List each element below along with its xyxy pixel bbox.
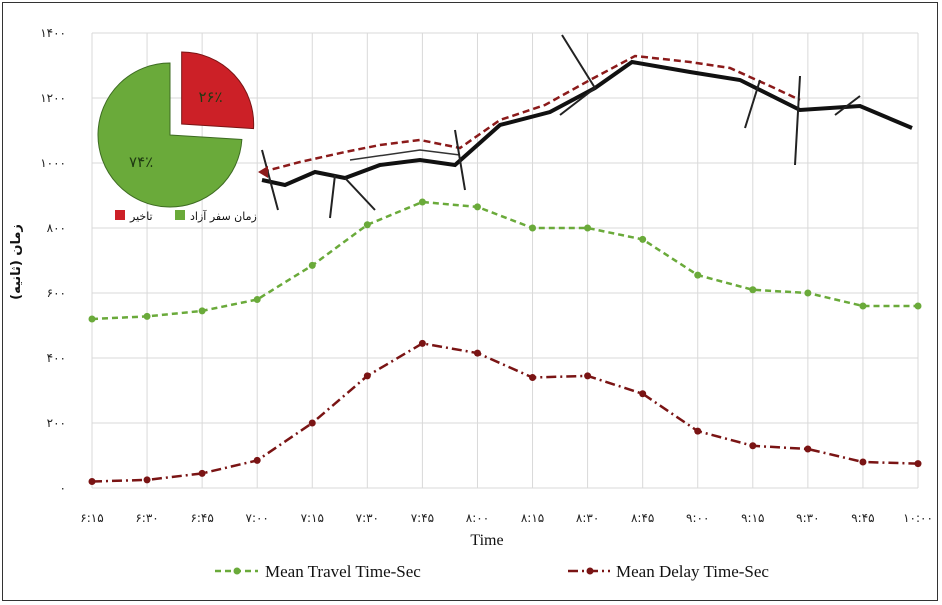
data-point-travel bbox=[473, 203, 481, 211]
legend-swatch-free-time bbox=[175, 210, 185, 220]
route-delay-path bbox=[261, 54, 801, 174]
data-point-delay bbox=[914, 460, 922, 468]
y-axis-title: زمان (ثانیه) bbox=[9, 224, 24, 300]
x-tick-label: ۷:۰۰ bbox=[246, 511, 269, 525]
data-point-travel bbox=[253, 296, 261, 303]
inset-pie-legend: تاخیر زمان سفر آزاد bbox=[115, 209, 257, 223]
data-point-delay bbox=[253, 456, 261, 464]
data-point-travel bbox=[749, 286, 757, 294]
route-map-overlay bbox=[258, 34, 913, 219]
route-branch-4 bbox=[559, 34, 597, 116]
route-side-road bbox=[349, 149, 461, 161]
pie-slice-delay bbox=[181, 51, 255, 130]
data-point-delay bbox=[639, 390, 647, 398]
x-tick-label: ۷:۱۵ bbox=[301, 511, 324, 525]
inset-pie-chart: ۲۶٪ ۷۴٪ bbox=[97, 51, 255, 208]
data-point-travel bbox=[363, 221, 371, 229]
y-tick-label: ۱۲۰۰ bbox=[40, 91, 66, 105]
legend-label-travel: Mean Travel Time-Sec bbox=[265, 562, 421, 581]
pie-slice-free-time bbox=[97, 62, 243, 208]
x-tick-label: ۷:۳۰ bbox=[356, 511, 379, 525]
x-tick-label: ۹:۳۰ bbox=[796, 511, 819, 525]
data-point-travel bbox=[529, 224, 537, 232]
data-point-delay bbox=[859, 458, 867, 466]
x-tick-label: ۹:۱۵ bbox=[741, 511, 764, 525]
data-point-travel bbox=[308, 261, 316, 269]
legend-label-delay-series: Mean Delay Time-Sec bbox=[616, 562, 769, 581]
route-branch-3 bbox=[454, 129, 466, 191]
route-arrow-head bbox=[258, 166, 268, 178]
x-tick-label: ۹:۴۵ bbox=[851, 511, 874, 525]
data-point-delay bbox=[143, 476, 151, 484]
x-tick-label: ۱۰:۰۰ bbox=[903, 511, 933, 525]
pie-slice-label: ۷۴٪ bbox=[129, 153, 153, 171]
legend-label-delay: تاخیر bbox=[129, 210, 153, 223]
x-tick-label: ۸:۰۰ bbox=[466, 511, 489, 525]
x-tick-labels: ۶:۱۵ ۶:۳۰ ۶:۴۵ ۷:۰۰ ۷:۱۵ ۷:۳۰ ۷:۴۵ ۸:۰۰ ۸:۱۵ ۸:۳۰… bbox=[80, 511, 933, 525]
legend-marker-travel bbox=[233, 567, 241, 575]
route-branch-1 bbox=[261, 149, 279, 211]
data-point-delay bbox=[529, 374, 537, 381]
data-point-delay bbox=[749, 442, 757, 450]
route-road-path bbox=[261, 59, 913, 188]
legend-marker-delay bbox=[586, 567, 594, 575]
y-tick-label: ۸۰۰ bbox=[47, 221, 66, 235]
x-axis-title: Time bbox=[470, 532, 503, 549]
x-tick-label: ۹:۰۰ bbox=[686, 511, 709, 525]
data-point-travel bbox=[639, 235, 647, 243]
y-tick-label: ۴۰۰ bbox=[47, 351, 66, 365]
series-line-travel bbox=[91, 200, 918, 321]
data-point-delay bbox=[308, 419, 316, 427]
data-point-delay bbox=[198, 469, 206, 477]
data-point-delay bbox=[694, 427, 702, 435]
data-point-delay bbox=[418, 339, 426, 347]
data-point-travel bbox=[418, 198, 426, 206]
data-point-travel bbox=[694, 271, 702, 279]
data-point-travel bbox=[914, 302, 922, 310]
series-line-delay bbox=[91, 342, 919, 483]
y-tick-label: ۱۴۰۰ bbox=[40, 26, 66, 40]
x-tick-label: ۸:۴۵ bbox=[631, 511, 654, 525]
data-point-travel bbox=[804, 289, 812, 297]
route-branch-5 bbox=[744, 75, 861, 166]
y-tick-label: ۲۰۰ bbox=[47, 416, 66, 430]
data-point-travel bbox=[88, 315, 96, 323]
series-layer bbox=[88, 198, 922, 485]
data-point-travel bbox=[198, 307, 206, 315]
x-tick-label: ۶:۳۰ bbox=[135, 511, 158, 525]
legend-swatch-delay bbox=[115, 210, 125, 220]
y-tick-label: ۰ bbox=[60, 481, 66, 495]
legend-label-free-time: زمان سفر آزاد bbox=[190, 209, 257, 223]
y-tick-label: ۶۰۰ bbox=[47, 286, 66, 300]
data-point-delay bbox=[804, 445, 812, 453]
y-tick-labels: ۰ ۲۰۰ ۴۰۰ ۶۰۰ ۸۰۰ ۱۰۰۰ ۱۲۰۰ ۱۴۰۰ bbox=[40, 26, 66, 495]
pie-slice-label: ۲۶٪ bbox=[198, 88, 222, 106]
data-point-travel bbox=[143, 312, 151, 320]
x-tick-label: ۸:۱۵ bbox=[521, 511, 544, 525]
route-branch-2 bbox=[329, 174, 376, 219]
data-point-delay bbox=[88, 478, 96, 485]
data-point-delay bbox=[584, 372, 592, 380]
data-point-travel bbox=[584, 224, 592, 232]
y-tick-label: ۱۰۰۰ bbox=[40, 156, 66, 170]
x-tick-label: ۶:۴۵ bbox=[190, 511, 213, 525]
data-point-travel bbox=[859, 302, 867, 310]
data-point-delay bbox=[473, 349, 481, 357]
x-tick-label: ۶:۱۵ bbox=[80, 511, 103, 525]
data-point-delay bbox=[363, 372, 371, 380]
x-tick-label: ۸:۳۰ bbox=[576, 511, 599, 525]
legend: Mean Travel Time-Sec Mean Delay Time-Sec bbox=[215, 562, 769, 581]
x-tick-label: ۷:۴۵ bbox=[411, 511, 434, 525]
